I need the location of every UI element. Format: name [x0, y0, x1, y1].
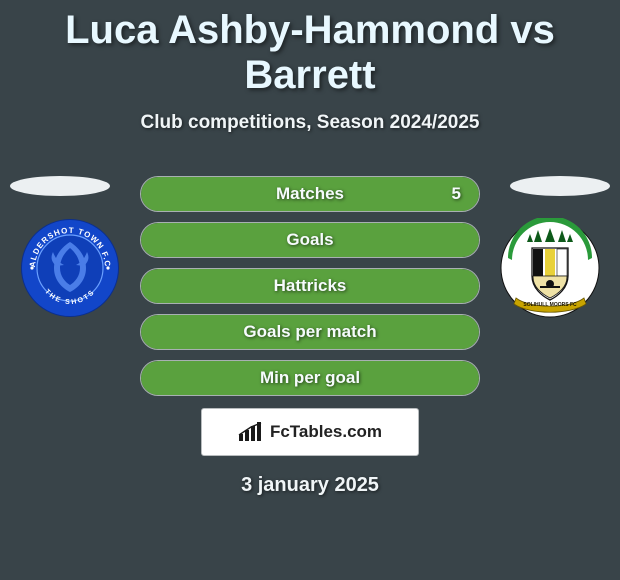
player-right-lozenge [510, 176, 610, 196]
stat-label: Min per goal [260, 368, 360, 388]
source-logo: FcTables.com [201, 408, 419, 456]
club-badge-left: ALDERSHOT TOWN F.C THE SHOTS [20, 218, 120, 318]
club-badge-right: SOLIHULL MOORS FC [500, 218, 600, 318]
page-subtitle: Club competitions, Season 2024/2025 [0, 112, 620, 134]
player-left-lozenge [10, 176, 110, 196]
stat-row-matches: Matches 5 [140, 176, 480, 212]
stat-label: Goals per match [243, 322, 376, 342]
page-title: Luca Ashby-Hammond vs Barrett [0, 0, 620, 98]
stat-row-goals-per-match: Goals per match [140, 314, 480, 350]
club-badge-left-svg: ALDERSHOT TOWN F.C THE SHOTS [20, 218, 120, 318]
stats-pills: Matches 5 Goals Hattricks Goals per matc… [140, 176, 480, 396]
stat-row-min-per-goal: Min per goal [140, 360, 480, 396]
comparison-area: ALDERSHOT TOWN F.C THE SHOTS [0, 176, 620, 497]
stat-label: Hattricks [274, 276, 347, 296]
stat-value-right: 5 [452, 184, 461, 204]
stat-row-hattricks: Hattricks [140, 268, 480, 304]
bars-icon [238, 422, 264, 442]
stat-label: Goals [286, 230, 333, 250]
svg-text:SOLIHULL MOORS FC: SOLIHULL MOORS FC [523, 302, 577, 308]
as-of-date: 3 january 2025 [0, 474, 620, 497]
stat-row-goals: Goals [140, 222, 480, 258]
club-badge-right-svg: SOLIHULL MOORS FC [500, 218, 600, 318]
source-logo-text: FcTables.com [270, 422, 382, 442]
stat-label: Matches [276, 184, 344, 204]
